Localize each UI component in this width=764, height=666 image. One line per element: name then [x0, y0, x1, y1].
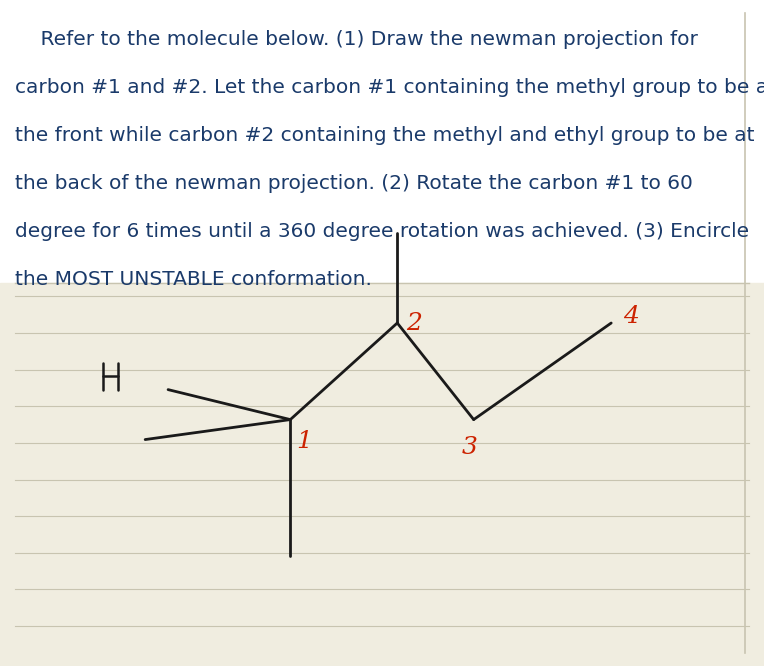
- Text: the front while carbon #2 containing the methyl and ethyl group to be at: the front while carbon #2 containing the…: [15, 126, 755, 145]
- Text: 4: 4: [623, 305, 639, 328]
- Bar: [0, 283, 764, 666]
- Text: 1: 1: [296, 430, 312, 453]
- Text: the MOST UNSTABLE conformation.: the MOST UNSTABLE conformation.: [15, 270, 372, 289]
- Text: 2: 2: [406, 312, 422, 334]
- Bar: [0, 0, 764, 283]
- Text: Refer to the molecule below. (1) Draw the newman projection for: Refer to the molecule below. (1) Draw th…: [15, 30, 698, 49]
- Text: the back of the newman projection. (2) Rotate the carbon #1 to 60: the back of the newman projection. (2) R…: [15, 174, 693, 193]
- Text: carbon #1 and #2. Let the carbon #1 containing the methyl group to be at: carbon #1 and #2. Let the carbon #1 cont…: [15, 78, 764, 97]
- Text: 3: 3: [462, 436, 478, 460]
- Text: degree for 6 times until a 360 degree rotation was achieved. (3) Encircle: degree for 6 times until a 360 degree ro…: [15, 222, 749, 241]
